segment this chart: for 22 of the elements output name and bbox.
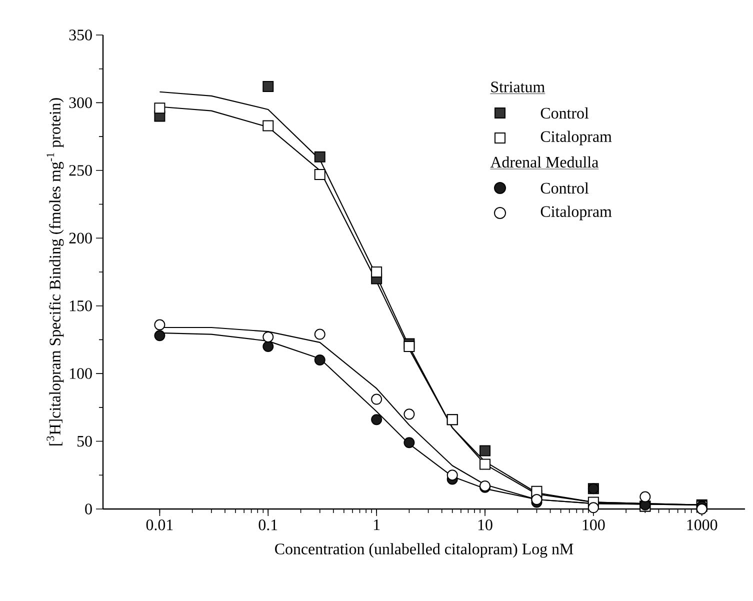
legend-label: Citalopram	[540, 130, 612, 146]
annotation: Striatum	[491, 82, 545, 92]
x-tick-label: 10	[478, 520, 492, 530]
y-tick-label: 0	[85, 504, 92, 514]
y-tick-label: 200	[69, 232, 92, 244]
x-tick-label: 1000	[687, 520, 718, 530]
x-tick-label: 0.01	[146, 520, 173, 530]
y-tick-label: 50	[77, 436, 92, 447]
y-tick-label: 150	[70, 300, 92, 312]
x-tick-label: 0.1	[258, 520, 278, 530]
y-axis-title: [$^{3}$H]citalopram Specific Binding (fmoles mg$^{-1}$ protein)	[46, 98, 64, 446]
y-tick-label: 100	[70, 368, 92, 379]
x-axis-title: Concentration (unlabelled citalopram) Log nM	[275, 543, 574, 558]
y-tick-label: 250	[69, 165, 92, 176]
y-tick-label: 300	[69, 97, 92, 108]
annotation: Adrenal Medulla	[490, 156, 598, 168]
legend-label: Control	[540, 182, 589, 194]
legend-label: Citalopram	[540, 206, 612, 220]
legend-label: Control	[540, 107, 589, 119]
x-tick-label: 1	[374, 520, 380, 530]
x-tick-label: 100	[582, 520, 605, 530]
y-tick-label: 350	[69, 30, 92, 40]
